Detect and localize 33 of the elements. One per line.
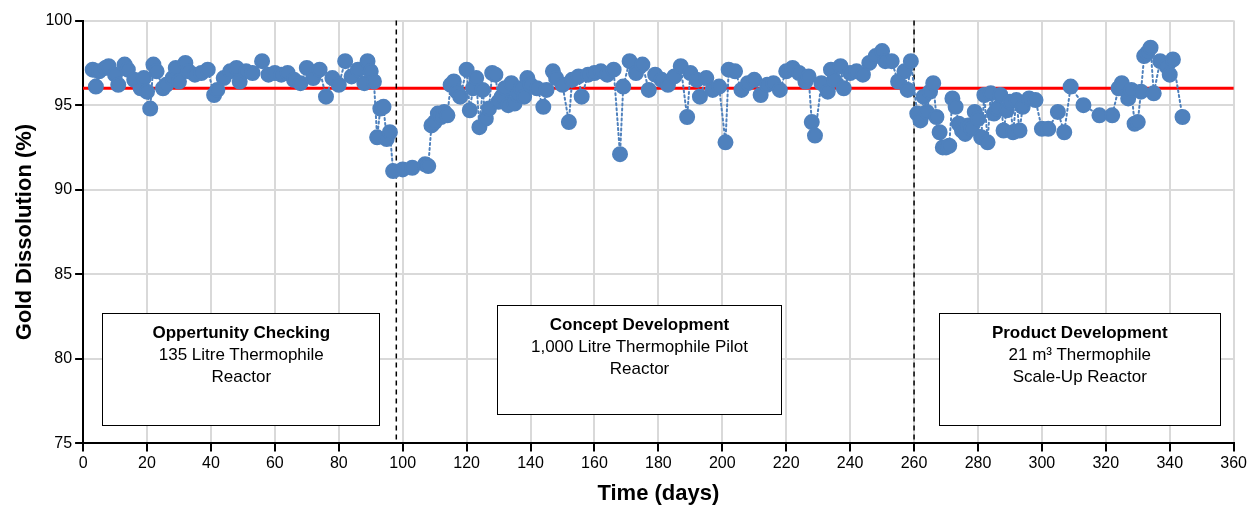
x-tick-label: 220 xyxy=(772,454,800,472)
x-tick-label: 200 xyxy=(708,454,736,472)
x-tick-label: 360 xyxy=(1220,454,1248,472)
x-tick-label: 320 xyxy=(1092,454,1120,472)
annotation: Concept Development 1,000 Litre Thermophile Pilot Reactor xyxy=(530,313,750,380)
annotation: Product Development 21 m³ Thermophile Scale-Up Reactor xyxy=(990,322,1169,389)
annotation: Oppertunity Checking 135 Litre Thermophile Reactor xyxy=(151,322,332,389)
y-tick-label: 75 xyxy=(54,433,73,451)
y-tick-label: 90 xyxy=(54,180,73,198)
x-tick-label: 340 xyxy=(1156,454,1184,472)
x-tick-label: 300 xyxy=(1028,454,1056,472)
y-tick-label: 85 xyxy=(54,264,73,282)
x-axis-title: Time (days) xyxy=(597,479,720,505)
note-box: Product Development 21 m³ Thermophile Scale-Up Reactor xyxy=(938,313,1221,427)
note-box: Oppertunity Checking 135 Litre Thermophile Reactor xyxy=(102,313,381,427)
y-tick-label: 80 xyxy=(54,349,73,367)
x-tick-label: 160 xyxy=(581,454,608,472)
x-tick-label: 80 xyxy=(329,454,348,472)
y-axis-title: Gold Dissolution (%) xyxy=(11,123,37,341)
y-tick-label: 95 xyxy=(54,95,73,113)
x-tick-label: 100 xyxy=(389,454,417,472)
x-tick-label: 40 xyxy=(202,454,220,472)
x-tick-label: 120 xyxy=(453,454,481,472)
note-box: Concept Development 1,000 Litre Thermophile Pilot Reactor xyxy=(496,304,783,415)
x-tick-label: 280 xyxy=(964,454,992,472)
x-tick-label: 180 xyxy=(645,454,672,472)
x-tick-label: 140 xyxy=(517,454,544,472)
x-tick-label: 240 xyxy=(836,454,864,472)
x-tick-label: 260 xyxy=(900,454,928,472)
x-tick-label: 60 xyxy=(265,454,284,472)
x-tick-label: 20 xyxy=(138,454,157,472)
y-tick-label: 100 xyxy=(45,11,73,29)
x-tick-label: 0 xyxy=(78,454,88,472)
